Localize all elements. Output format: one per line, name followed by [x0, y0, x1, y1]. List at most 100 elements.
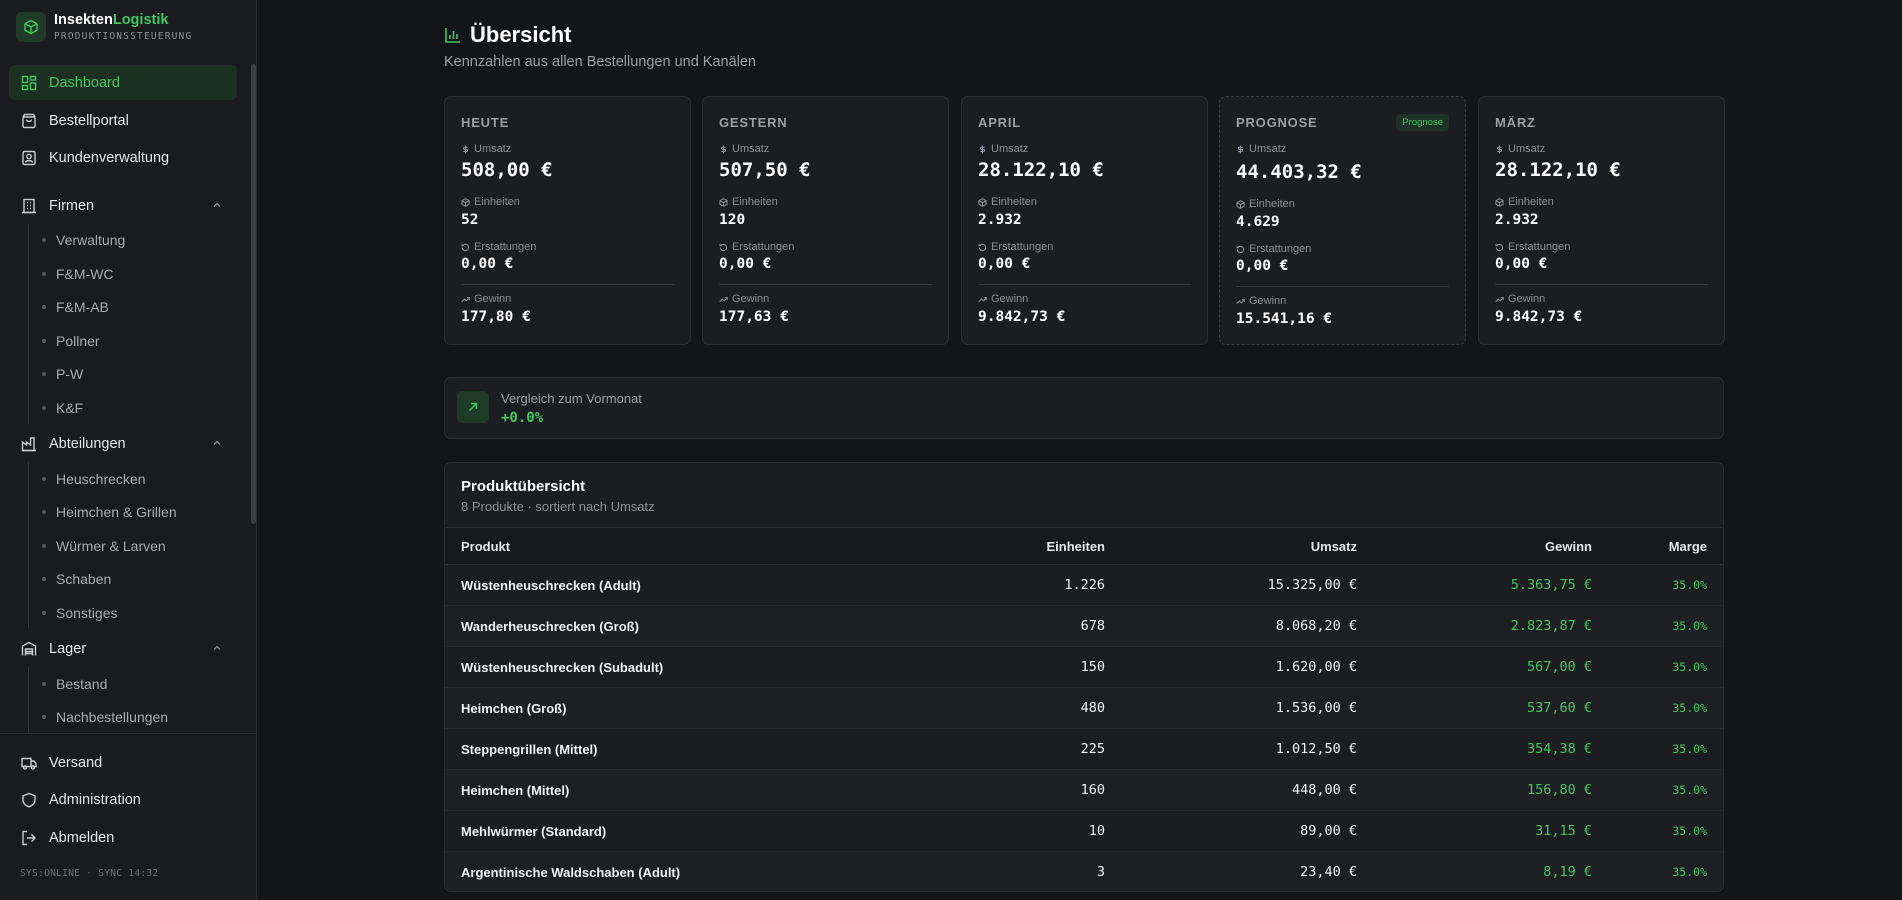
column-header-gewinn[interactable]: Gewinn: [1545, 538, 1592, 554]
erstattungen-label: Erstattungen: [1236, 243, 1311, 255]
sidebar-item-label: Bestellportal: [49, 112, 129, 129]
product-name-cell: Wanderheuschrecken (Groß): [461, 618, 639, 634]
sidebar-subitem-schaben[interactable]: Schaben: [42, 567, 111, 591]
trend-up-icon: [1495, 295, 1504, 304]
bullet-dot: [42, 339, 46, 343]
revenue-cell: 89,00 €: [1300, 823, 1357, 839]
gewinn-label: Gewinn: [978, 293, 1028, 305]
page-title: Übersicht: [444, 22, 571, 48]
revenue-cell: 1.536,00 €: [1275, 700, 1357, 716]
factory-icon: [21, 436, 37, 452]
sidebar-item-kundenverwaltung[interactable]: Kundenverwaltung: [9, 140, 237, 175]
profit-cell: 5.363,75 €: [1510, 577, 1592, 593]
card-title: MÄRZ: [1495, 115, 1536, 130]
units-cell: 1.226: [1064, 577, 1105, 593]
refund-icon: [1495, 243, 1504, 252]
sidebar-subitem-fm-wc[interactable]: F&M-WC: [42, 262, 114, 286]
dollar-icon: [978, 144, 987, 154]
sidebar-subitem-fm-ab[interactable]: F&M-AB: [42, 295, 109, 319]
month-comparison-panel: Vergleich zum Vormonat +0.0%: [444, 377, 1724, 439]
umsatz-value: 28.122,10 €: [978, 159, 1104, 181]
sidebar-item-administration[interactable]: Administration: [9, 782, 237, 817]
refund-icon: [719, 243, 728, 252]
sidebar-item-dashboard[interactable]: Dashboard: [9, 65, 237, 100]
gewinn-label: Gewinn: [1495, 293, 1545, 305]
profit-cell: 567,00 €: [1526, 659, 1592, 675]
sidebar-subitem-heimchen-grillen[interactable]: Heimchen & Grillen: [42, 500, 177, 524]
sidebar-item-label: Abmelden: [49, 829, 115, 846]
umsatz-label: Umsatz: [461, 143, 511, 155]
gewinn-value: 9.842,73 €: [1495, 309, 1583, 325]
sidebar-subitem-nachbestellungen[interactable]: Nachbestellungen: [42, 705, 168, 729]
einheiten-label: Einheiten: [461, 196, 520, 208]
einheiten-value: 52: [461, 212, 479, 228]
card-divider: [1236, 286, 1449, 287]
sidebar-subitem-kf[interactable]: K&F: [42, 396, 83, 420]
einheiten-label: Einheiten: [1495, 196, 1554, 208]
erstattungen-value: 0,00 €: [1236, 258, 1289, 274]
sidebar-scrollbar[interactable]: [251, 64, 256, 524]
sidebar: InsektenLogistik PRODUKTIONSSTEUERUNG Da…: [0, 0, 257, 900]
umsatz-value: 28.122,10 €: [1495, 159, 1621, 181]
sidebar-item-abmelden[interactable]: Abmelden: [9, 820, 237, 855]
brand[interactable]: InsektenLogistik PRODUKTIONSSTEUERUNG: [16, 12, 192, 42]
product-table: Produkt Einheiten Umsatz Gewinn Marge Wü…: [445, 527, 1723, 891]
sidebar-group-abteilungen[interactable]: Abteilungen: [9, 429, 237, 459]
table-row[interactable]: Heimchen (Mittel) 160 448,00 € 156,80 € 35.0…: [445, 769, 1723, 811]
table-row[interactable]: Steppengrillen (Mittel) 225 1.012,50 € 354,…: [445, 729, 1723, 770]
profit-cell: 354,38 €: [1526, 741, 1592, 757]
table-row[interactable]: Mehlwürmer (Standard) 10 89,00 € 31,15 € 35.…: [445, 811, 1723, 852]
revenue-cell: 448,00 €: [1291, 782, 1357, 798]
umsatz-value: 508,00 €: [461, 159, 553, 181]
profit-cell: 156,80 €: [1526, 782, 1592, 798]
submenu-guide-line: [28, 462, 29, 628]
product-overview-panel: Produktübersicht 8 Produkte · sortiert n…: [444, 462, 1724, 892]
column-header-marge[interactable]: Marge: [1668, 538, 1707, 554]
umsatz-label: Umsatz: [978, 143, 1028, 155]
sidebar-item-bestellportal[interactable]: Bestellportal: [9, 103, 237, 138]
sidebar-subitem-pollner[interactable]: Pollner: [42, 329, 100, 353]
erstattungen-label: Erstattungen: [461, 241, 536, 253]
table-row[interactable]: Wüstenheuschrecken (Subadult) 150 1.620,00…: [445, 647, 1723, 688]
sidebar-group-lager[interactable]: Lager: [9, 634, 237, 664]
sidebar-subitem-heuschrecken[interactable]: Heuschrecken: [42, 467, 146, 491]
gewinn-label: Gewinn: [461, 293, 511, 305]
table-row[interactable]: Argentinische Waldschaben (Adult) 3 23,40 …: [445, 851, 1723, 891]
gewinn-value: 177,63 €: [719, 309, 789, 325]
table-row[interactable]: Wüstenheuschrecken (Adult) 1.226 15.325,00…: [445, 565, 1723, 606]
product-overview-subtitle: 8 Produkte · sortiert nach Umsatz: [461, 499, 655, 514]
card-title: PROGNOSE: [1236, 115, 1318, 130]
sidebar-item-versand[interactable]: Versand: [9, 745, 237, 780]
sidebar-subitem-bestand[interactable]: Bestand: [42, 672, 107, 696]
sidebar-subitem-sonstiges[interactable]: Sonstiges: [42, 601, 117, 625]
refund-icon: [1236, 245, 1245, 254]
table-row[interactable]: Wanderheuschrecken (Groß) 678 8.068,20 € 2.…: [445, 605, 1723, 647]
card-title: GESTERN: [719, 115, 788, 130]
kpi-card-märz: MÄRZ Umsatz 28.122,10 € Einheiten 2.932 Ersta…: [1478, 96, 1725, 345]
card-title: HEUTE: [461, 115, 510, 130]
margin-cell: 35.0%: [1672, 660, 1707, 674]
dashboard-icon: [21, 75, 37, 91]
einheiten-value: 4.629: [1236, 214, 1280, 230]
column-header-produkt[interactable]: Produkt: [461, 538, 511, 554]
sidebar-group-firmen[interactable]: Firmen: [9, 191, 237, 221]
sidebar-subitem-p-w[interactable]: P-W: [42, 362, 83, 386]
chevron-up-icon: [213, 645, 221, 650]
sidebar-subitem-verwaltung[interactable]: Verwaltung: [42, 228, 125, 252]
column-header-umsatz[interactable]: Umsatz: [1310, 538, 1357, 554]
card-divider: [461, 284, 674, 285]
gewinn-label: Gewinn: [1236, 295, 1286, 307]
table-row[interactable]: Heimchen (Groß) 480 1.536,00 € 537,60 € 35.0…: [445, 687, 1723, 729]
table-header-row: Produkt Einheiten Umsatz Gewinn Marge: [445, 527, 1723, 565]
product-name-cell: Wüstenheuschrecken (Adult): [461, 577, 641, 593]
group-label: Firmen: [49, 198, 95, 214]
card-title: APRIL: [978, 115, 1021, 130]
product-overview-title: Produktübersicht: [461, 478, 586, 495]
sidebar-subitem-wuermer-larven[interactable]: Würmer & Larven: [42, 534, 166, 558]
revenue-cell: 15.325,00 €: [1267, 577, 1357, 593]
kpi-card-prognose: PROGNOSE Prognose Umsatz 44.403,32 € Einheit…: [1219, 96, 1466, 345]
refund-icon: [461, 243, 470, 252]
chevron-up-icon: [213, 440, 221, 445]
column-header-einheiten[interactable]: Einheiten: [1046, 538, 1105, 554]
revenue-cell: 8.068,20 €: [1275, 618, 1357, 634]
